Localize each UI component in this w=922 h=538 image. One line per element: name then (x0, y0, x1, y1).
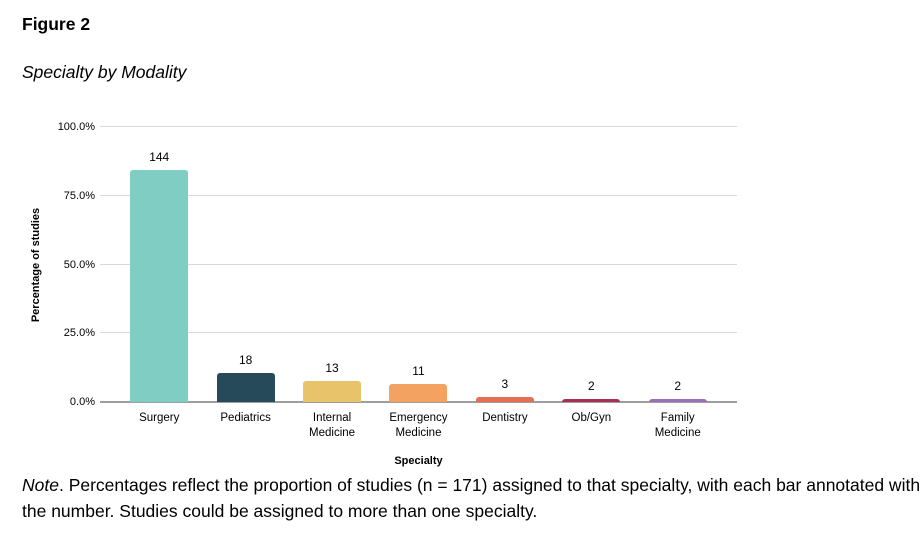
bar (303, 381, 362, 402)
y-tick-label: 75.0% (63, 189, 95, 202)
x-tick-label: Ob/Gyn (571, 412, 612, 424)
figure-page: Figure 2 Specialty by Modality Percentag… (0, 14, 922, 524)
y-tick-label: 25.0% (63, 327, 95, 340)
bar-column: 2 (548, 127, 634, 402)
gridline (100, 332, 737, 334)
gridline (100, 126, 737, 127)
figure-label: Figure 2 (22, 14, 91, 34)
x-tick-label: Surgery (139, 412, 180, 424)
bar-value-label: 2 (674, 378, 682, 393)
x-axis-tick-labels: Surgery Pediatrics Internal Medicine Emerge… (116, 411, 721, 441)
x-tick-label: Internal Medicine (309, 412, 356, 439)
bar-column: 144 (116, 127, 202, 402)
note-text: Note. Percentages reflect the proportion… (22, 472, 922, 524)
bar (562, 398, 621, 402)
figure-title: Specialty by Modality (22, 62, 187, 82)
bar-chart: Percentage of studies 0.0% 25.0% 50.0% 75.0… (0, 110, 912, 470)
gridline (100, 263, 737, 265)
bar-value-label: 144 (149, 150, 170, 165)
plot-area: 144 18 13 11 3 2 2 (100, 126, 737, 403)
bar (475, 397, 534, 402)
bars: 144 18 13 11 3 2 2 (116, 127, 721, 402)
note-prefix: Note (22, 475, 59, 495)
x-tick-label: Emergency Medicine (389, 412, 448, 439)
y-axis-ticks: 0.0% 25.0% 50.0% 75.0% 100.0% (30, 121, 95, 408)
y-tick-label: 50.0% (63, 258, 95, 271)
bar-value-label: 2 (587, 378, 595, 393)
x-axis-line (100, 401, 737, 403)
bar-value-label: 11 (412, 364, 425, 379)
bar (130, 170, 189, 402)
bar (648, 398, 707, 402)
bar (216, 373, 275, 402)
bar-value-label: 13 (325, 361, 339, 376)
x-tick-label: Pediatrics (220, 412, 271, 424)
bar-column: 11 (375, 127, 461, 402)
bar-value-label: 3 (501, 377, 509, 392)
x-tick-label: Dentistry (482, 412, 528, 424)
y-tick-label: 0.0% (69, 396, 95, 408)
bar (389, 384, 448, 402)
bar-column: 18 (202, 127, 288, 402)
y-tick-label: 100.0% (57, 121, 95, 133)
bar-column: 13 (289, 127, 375, 402)
bar-column: 2 (635, 127, 721, 402)
bar-column: 3 (462, 127, 548, 402)
x-tick-label: Family Medicine (654, 412, 701, 439)
note-body: . Percentages reflect the proportion of … (22, 475, 921, 521)
x-axis-title: Specialty (394, 455, 443, 467)
gridline (100, 194, 737, 196)
bar-value-label: 18 (238, 353, 253, 368)
